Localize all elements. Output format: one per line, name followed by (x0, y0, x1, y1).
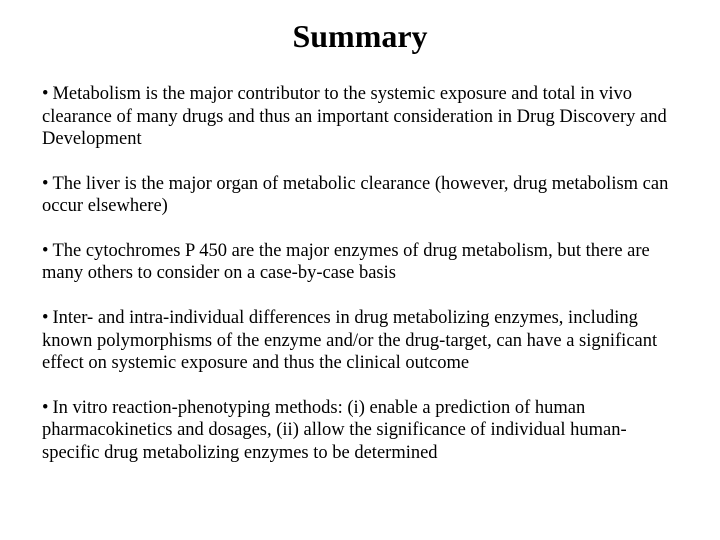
bullet-text: The cytochromes P 450 are the major enzy… (42, 241, 650, 284)
slide-title: Summary (42, 18, 678, 55)
bullet-marker: • (42, 84, 48, 104)
bullet-marker: • (42, 398, 48, 418)
bullet-marker: • (42, 241, 48, 261)
bullet-text: Metabolism is the major contributor to t… (42, 84, 667, 149)
bullet-item: •The cytochromes P 450 are the major enz… (42, 240, 678, 285)
bullet-marker: • (42, 174, 48, 194)
bullet-text: In vitro reaction-phenotyping methods: (… (42, 398, 627, 463)
bullet-marker: • (42, 308, 48, 328)
bullet-text: Inter- and intra-individual differences … (42, 308, 657, 373)
bullet-item: •Metabolism is the major contributor to … (42, 83, 678, 151)
bullet-item: •In vitro reaction-phenotyping methods: … (42, 397, 678, 465)
bullet-item: •Inter- and intra-individual differences… (42, 307, 678, 375)
bullet-text: The liver is the major organ of metaboli… (42, 174, 668, 217)
bullet-item: •The liver is the major organ of metabol… (42, 173, 678, 218)
slide-container: Summary •Metabolism is the major contrib… (0, 0, 720, 540)
